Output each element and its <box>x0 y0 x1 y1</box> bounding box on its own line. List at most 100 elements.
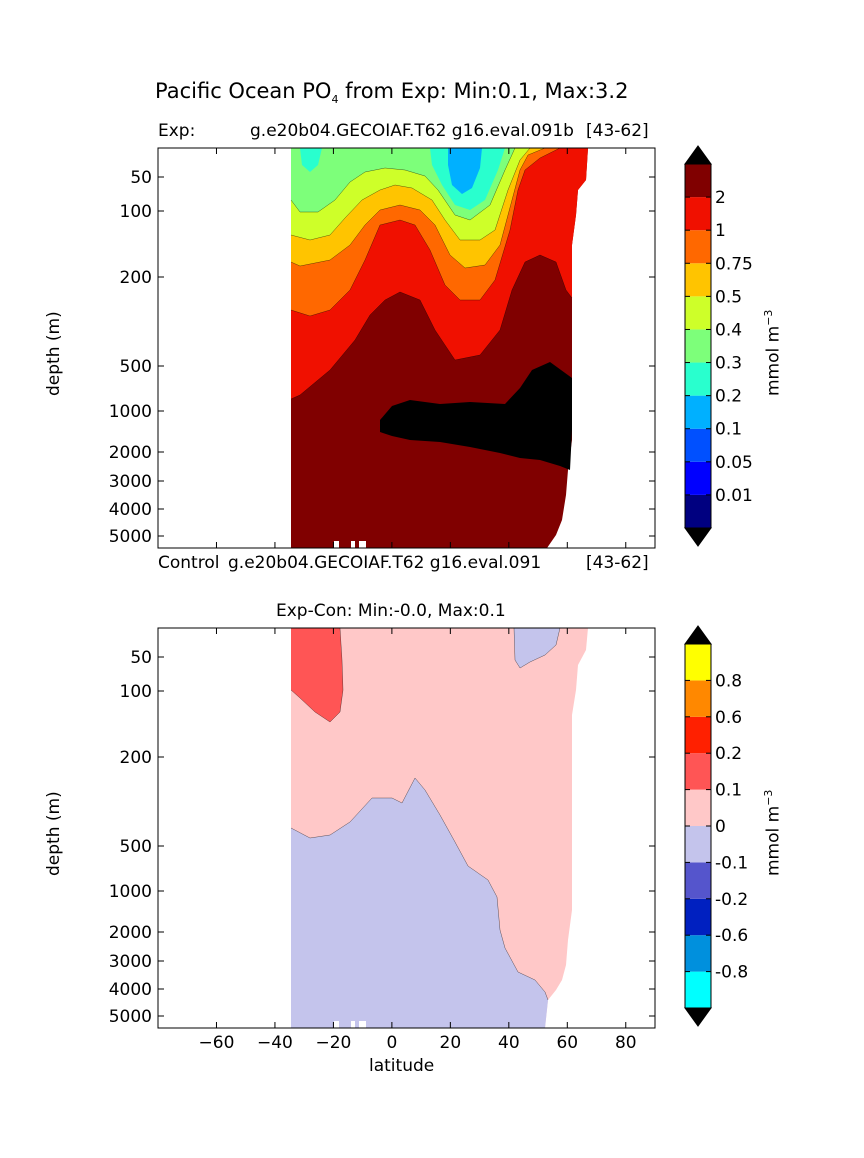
x-tick-label: −40 <box>257 1033 293 1053</box>
colorbar-swatch <box>685 362 711 396</box>
top-region-over <box>380 362 572 470</box>
y-tick-label: 5000 <box>109 1007 152 1027</box>
y-tick-label: 50 <box>130 648 152 668</box>
colorbar-swatch <box>685 197 711 231</box>
colorbar-tick-label: 0.1 <box>715 781 742 801</box>
top-y-ticks: 50 100 200 500 1000 2000 3000 4000 5000 <box>109 168 655 547</box>
colorbar-tick-label: 0.05 <box>715 453 753 473</box>
y-tick-label: 5000 <box>109 527 152 547</box>
suptitle-rest: from Exp: Min:0.1, Max:3.2 <box>338 79 629 103</box>
bottom-ylabel: depth (m) <box>44 791 64 876</box>
colorbar-tick-label: 1 <box>715 221 726 241</box>
bottom-region-neg01-0-surface <box>514 628 560 668</box>
top-region-02-03-left <box>300 148 322 172</box>
bottom-axes-frame <box>157 627 656 1029</box>
colorbar-swatch <box>685 716 711 754</box>
bottom-control-right: [43-62] <box>586 553 649 573</box>
y-tick-label: 200 <box>120 268 152 288</box>
x-tick-label: 60 <box>556 1033 578 1053</box>
bottom-y-ticks: 50 100 200 500 1000 2000 3000 4000 5000 <box>109 648 655 1027</box>
colorbar-swatch <box>685 296 711 330</box>
colorbar-tick-label: 0.4 <box>715 320 742 340</box>
colorbar-swatch <box>685 898 711 936</box>
top-contour-field <box>290 148 588 548</box>
colorbar-swatch <box>685 329 711 363</box>
y-tick-label: 500 <box>120 357 152 377</box>
y-tick-label: 3000 <box>109 952 152 972</box>
colorbar-extend-under <box>684 1007 712 1027</box>
colorbar-swatch <box>685 789 711 826</box>
y-tick-label: 3000 <box>109 472 152 492</box>
colorbar-tick-label: 0 <box>715 817 726 837</box>
x-tick-label: 40 <box>498 1033 520 1053</box>
bottom-cbar-label-exp: −3 <box>762 789 775 806</box>
colorbar-extend-under <box>684 527 712 547</box>
y-tick-label: 50 <box>130 168 152 188</box>
colorbar-tick-label: -0.1 <box>715 853 748 873</box>
y-tick-label: 2000 <box>109 443 152 463</box>
colorbar-swatch <box>685 826 711 863</box>
colorbar-swatch <box>685 461 711 495</box>
top-cbar-label-exp: −3 <box>762 309 775 326</box>
bottom-cbar-label: mmol m−3 <box>762 790 784 876</box>
top-cbar-label-text: mmol m <box>763 325 784 396</box>
y-tick-label: 2000 <box>109 923 152 943</box>
top-colorbar: 0.01 0.05 0.1 0.2 0.3 0.4 0.5 0.75 1 2 <box>684 145 753 547</box>
suptitle-subscript: 4 <box>331 93 339 107</box>
colorbar-tick-label: -0.2 <box>715 890 748 910</box>
colorbar-frame <box>684 163 712 529</box>
top-cbar-label: mmol m−3 <box>762 310 784 396</box>
y-tick-label: 1000 <box>109 402 152 422</box>
bottom-control-center: g.e20b04.GECOIAF.T62 g16.eval.091 <box>228 553 542 573</box>
bottom-xlabel: latitude <box>369 1056 435 1076</box>
colorbar-swatch <box>685 753 711 790</box>
colorbar-tick-label: 2 <box>715 188 726 208</box>
colorbar-swatch <box>685 644 711 681</box>
x-tick-label: 0 <box>386 1033 397 1053</box>
colorbar-swatch <box>685 263 711 297</box>
figure-suptitle: Pacific Ocean PO4 from Exp: Min:0.1, Max… <box>155 79 628 106</box>
y-tick-label: 100 <box>120 682 152 702</box>
y-tick-label: 1000 <box>109 882 152 902</box>
top-title-left: Exp: <box>158 121 196 141</box>
colorbar-tick-label: 0.2 <box>715 387 742 407</box>
colorbar-tick-label: 0.5 <box>715 287 742 307</box>
colorbar-swatch <box>685 680 711 717</box>
bottom-diff-title: Exp-Con: Min:-0.0, Max:0.1 <box>276 601 506 621</box>
top-title-right: [43-62] <box>586 121 649 141</box>
colorbar-swatch <box>685 395 711 429</box>
y-tick-label: 4000 <box>109 500 152 520</box>
colorbar-tick-label: 0.01 <box>715 486 753 506</box>
y-tick-label: 200 <box>120 748 152 768</box>
colorbar-swatch <box>685 428 711 462</box>
y-tick-label: 500 <box>120 837 152 857</box>
colorbar-extend-over <box>684 145 712 165</box>
colorbar-swatch <box>685 971 711 1008</box>
colorbar-tick-label: 0.6 <box>715 708 742 728</box>
colorbar-swatch <box>685 935 711 972</box>
y-tick-label: 4000 <box>109 980 152 1000</box>
x-tick-label: −60 <box>199 1033 235 1053</box>
colorbar-tick-label: 0.1 <box>715 420 742 440</box>
colorbar-tick-label: 0.3 <box>715 354 742 374</box>
suptitle-main: Pacific Ocean PO <box>155 79 332 103</box>
colorbar-swatch <box>685 230 711 264</box>
colorbar-extend-over <box>684 625 712 645</box>
bottom-region-neg01-0 <box>291 778 548 1028</box>
colorbar-tick-label: 0.8 <box>715 671 742 691</box>
colorbar-tick-label: -0.6 <box>715 926 748 946</box>
top-ylabel: depth (m) <box>44 311 64 396</box>
colorbar-swatch <box>685 862 711 899</box>
colorbar-tick-label: 0.75 <box>715 254 753 274</box>
bottom-colorbar: -0.8 -0.6 -0.2 -0.1 0 0.1 0.2 0.6 0.8 <box>684 625 748 1027</box>
top-axes-frame <box>157 147 656 549</box>
colorbar-swatch <box>685 494 711 528</box>
x-tick-label: 20 <box>440 1033 462 1053</box>
bottom-contour-field <box>290 628 588 1028</box>
top-title-center: g.e20b04.GECOIAF.T62 g16.eval.091b <box>250 121 574 141</box>
x-tick-label: 80 <box>615 1033 637 1053</box>
bottom-region-01-02 <box>291 628 343 722</box>
y-tick-label: 100 <box>120 202 152 222</box>
bottom-control-left: Control <box>158 553 220 573</box>
